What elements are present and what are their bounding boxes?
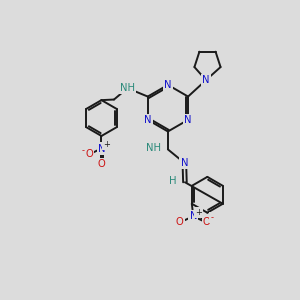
Text: +: +	[195, 208, 202, 217]
Text: N: N	[190, 211, 197, 221]
Text: +: +	[103, 140, 110, 149]
Text: O: O	[176, 217, 183, 227]
Text: N: N	[144, 115, 152, 125]
Text: H: H	[169, 176, 177, 186]
Text: N: N	[181, 158, 188, 168]
Text: N: N	[202, 75, 210, 85]
Text: O: O	[85, 149, 93, 160]
Text: -: -	[210, 213, 213, 222]
Text: NH: NH	[120, 83, 135, 93]
Text: O: O	[203, 217, 211, 227]
Text: N: N	[184, 115, 192, 125]
Text: NH: NH	[146, 143, 161, 153]
Text: N: N	[98, 143, 105, 154]
Text: -: -	[81, 146, 84, 155]
Text: O: O	[98, 159, 105, 169]
Text: N: N	[164, 80, 172, 90]
